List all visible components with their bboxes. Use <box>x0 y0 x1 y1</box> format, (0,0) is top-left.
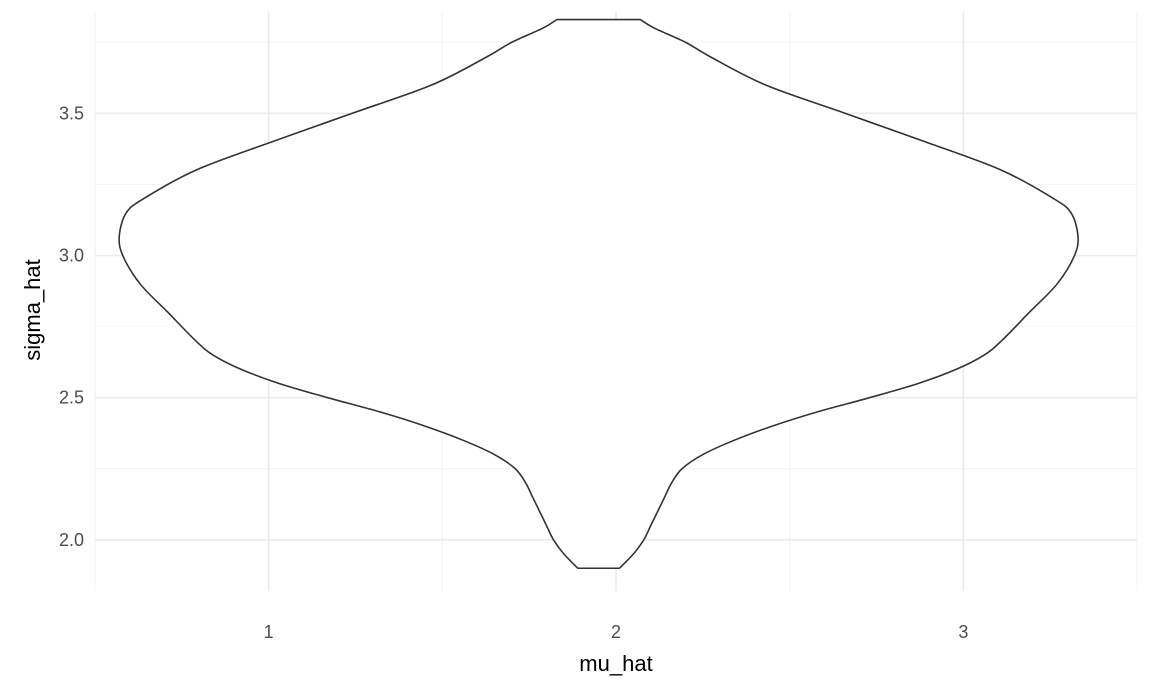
y-tick-label: 3.5 <box>59 103 84 123</box>
y-tick-label: 3.0 <box>59 246 84 266</box>
x-tick-label: 1 <box>264 622 274 642</box>
violin-shape <box>118 18 1079 570</box>
y-tick-label: 2.5 <box>59 388 84 408</box>
x-axis-title: mu_hat <box>579 651 652 676</box>
y-axis-title: sigma_hat <box>20 259 45 361</box>
x-tick-labels: 1 2 3 <box>264 622 969 642</box>
y-tick-labels: 2.0 2.5 3.0 3.5 <box>59 103 84 549</box>
x-tick-label: 3 <box>958 622 968 642</box>
x-tick-label: 2 <box>611 622 621 642</box>
y-tick-label: 2.0 <box>59 530 84 550</box>
